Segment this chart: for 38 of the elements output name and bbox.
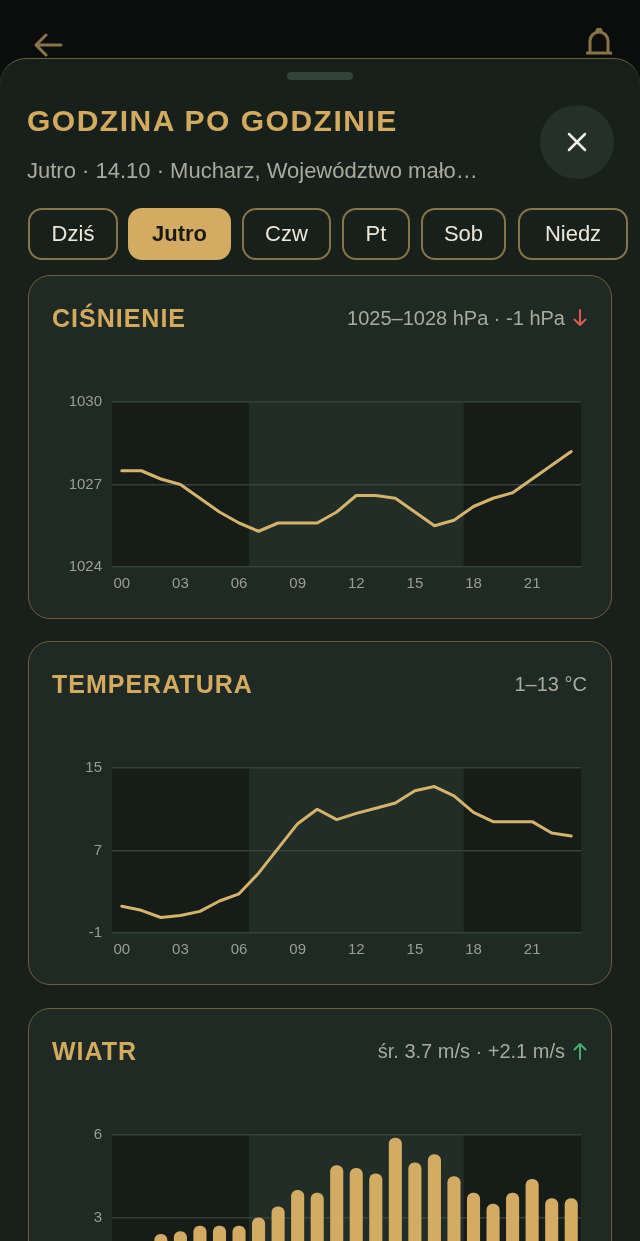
- x-tick-label: 21: [523, 940, 541, 958]
- chart-title: WIATR: [52, 1037, 138, 1066]
- x-tick-label: 18: [465, 574, 482, 592]
- x-tick-label: 15: [406, 574, 424, 592]
- text: GODZINA PO GODZINIE: [27, 104, 398, 138]
- x-tick-label: 00: [113, 940, 131, 958]
- y-tick-label: 1024: [68, 557, 102, 575]
- y-tick-label: 3: [93, 1207, 102, 1225]
- chart-title: CIŚNIENIE: [52, 304, 187, 333]
- chart-title: TEMPERATURA: [52, 670, 253, 699]
- chart-subtitle: 1025–1028 hPa · -1 hPa: [347, 307, 565, 329]
- text: Sob: [421, 208, 506, 260]
- x-tick-label: 06: [230, 574, 248, 592]
- chart-subtitle: śr. 3.7 m/s · +2.1 m/s: [377, 1040, 565, 1062]
- text: Dziś: [28, 208, 118, 260]
- x-tick-label: 15: [406, 940, 424, 958]
- x-tick-label: 12: [347, 940, 365, 958]
- chart-subtitle: 1–13 °C: [514, 673, 587, 695]
- x-tick-label: 21: [523, 574, 541, 592]
- x-tick-label: 09: [289, 574, 306, 592]
- y-tick-label: -1: [88, 923, 102, 941]
- text: Jutro: [128, 208, 231, 260]
- y-tick-label: 7: [93, 840, 102, 858]
- text: Jutro · 14.10 · Mucharz, Województwo mało…: [27, 158, 478, 184]
- x-tick-label: 18: [465, 940, 482, 958]
- y-tick-label: 1030: [68, 392, 102, 410]
- text: Pt: [342, 208, 410, 260]
- x-tick-label: 03: [172, 940, 189, 958]
- x-tick-label: 09: [289, 940, 306, 958]
- y-tick-label: 6: [93, 1125, 102, 1143]
- x-tick-label: 00: [113, 574, 131, 592]
- x-tick-label: 12: [347, 574, 365, 592]
- text: Niedz: [518, 208, 628, 260]
- y-tick-label: 15: [85, 758, 102, 776]
- text: Czw: [242, 208, 331, 260]
- y-tick-label: 1027: [68, 474, 102, 492]
- x-tick-label: 06: [230, 940, 248, 958]
- x-tick-label: 03: [172, 574, 189, 592]
